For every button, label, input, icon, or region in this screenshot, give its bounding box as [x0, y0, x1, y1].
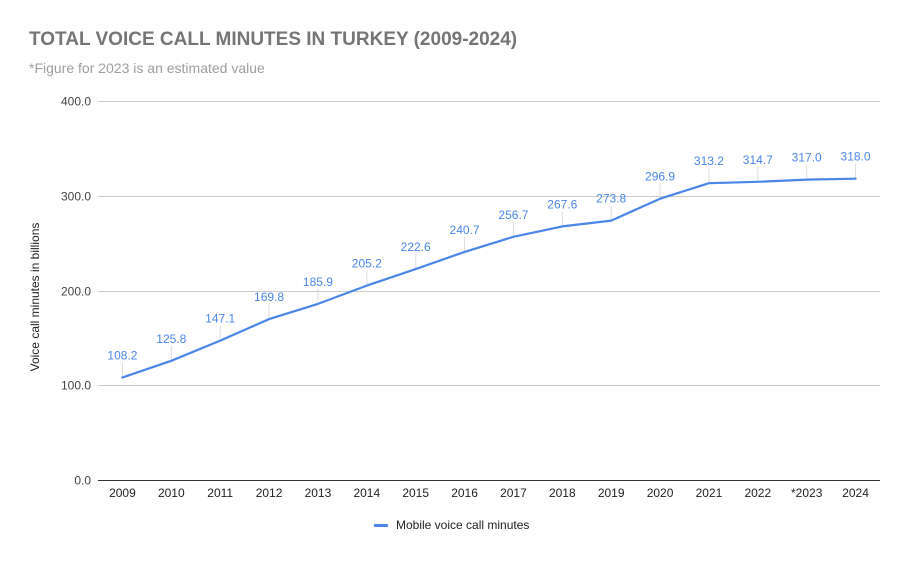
- y-axis-label: Voice call minutes in billions: [28, 223, 42, 372]
- legend: Mobile voice call minutes: [374, 518, 529, 532]
- legend-label: Mobile voice call minutes: [396, 518, 530, 532]
- x-axis-ticks: 2009 2010 2011 2012 2013 2014 2015 2016 2017 2018…: [109, 486, 869, 500]
- data-label: 313.2: [694, 154, 724, 168]
- data-label: 205.2: [352, 257, 382, 271]
- x-tick-label: 2024: [842, 486, 869, 500]
- series-line-mobile-voice-call-minutes: [121, 177, 857, 379]
- chart-subtitle: *Figure for 2023 is an estimated value: [29, 60, 265, 76]
- y-tick-label: 200.0: [61, 285, 91, 299]
- y-tick-label: 300.0: [61, 190, 91, 204]
- legend-line-icon: [374, 523, 388, 527]
- x-tick-label: 2020: [647, 486, 674, 500]
- x-tick-label: 2013: [305, 486, 332, 500]
- leader-lines: [121, 163, 857, 378]
- data-label: 125.8: [156, 332, 186, 346]
- x-tick-label: 2009: [109, 486, 136, 500]
- x-tick-label: 2014: [353, 486, 380, 500]
- data-label: 169.8: [254, 290, 284, 304]
- gridlines: [98, 101, 880, 481]
- x-tick-label: 2015: [402, 486, 429, 500]
- data-label: 318.0: [841, 150, 871, 164]
- chart-title: TOTAL VOICE CALL MINUTES IN TURKEY (2009…: [29, 29, 518, 50]
- y-tick-label: 400.0: [61, 95, 91, 109]
- data-label: 273.8: [596, 192, 626, 206]
- x-tick-label: *2023: [791, 486, 823, 500]
- data-label: 296.9: [645, 170, 675, 184]
- data-label: 108.2: [107, 348, 137, 362]
- y-tick-label: 0.0: [74, 474, 91, 488]
- x-tick-label: 2019: [598, 486, 625, 500]
- x-tick-label: 2010: [158, 486, 185, 500]
- data-label: 314.7: [743, 153, 773, 167]
- x-tick-label: 2018: [549, 486, 576, 500]
- y-axis-ticks: 0.0 100.0 200.0 300.0 400.0: [61, 95, 91, 488]
- data-labels: 108.2 125.8 147.1 169.8 185.9 205.2 222.6 240.7…: [107, 150, 870, 363]
- data-label: 222.6: [401, 240, 431, 254]
- data-label: 185.9: [303, 275, 333, 289]
- x-tick-label: 2022: [744, 486, 771, 500]
- x-tick-label: 2017: [500, 486, 527, 500]
- data-label: 317.0: [792, 151, 822, 165]
- data-label: 147.1: [205, 312, 235, 326]
- data-label: 240.7: [450, 223, 480, 237]
- x-tick-label: 2016: [451, 486, 478, 500]
- x-tick-label: 2021: [696, 486, 723, 500]
- x-tick-label: 2012: [256, 486, 283, 500]
- data-label: 256.7: [498, 208, 528, 222]
- y-tick-label: 100.0: [61, 379, 91, 393]
- x-tick-label: 2011: [207, 486, 233, 500]
- data-label: 267.6: [547, 197, 577, 211]
